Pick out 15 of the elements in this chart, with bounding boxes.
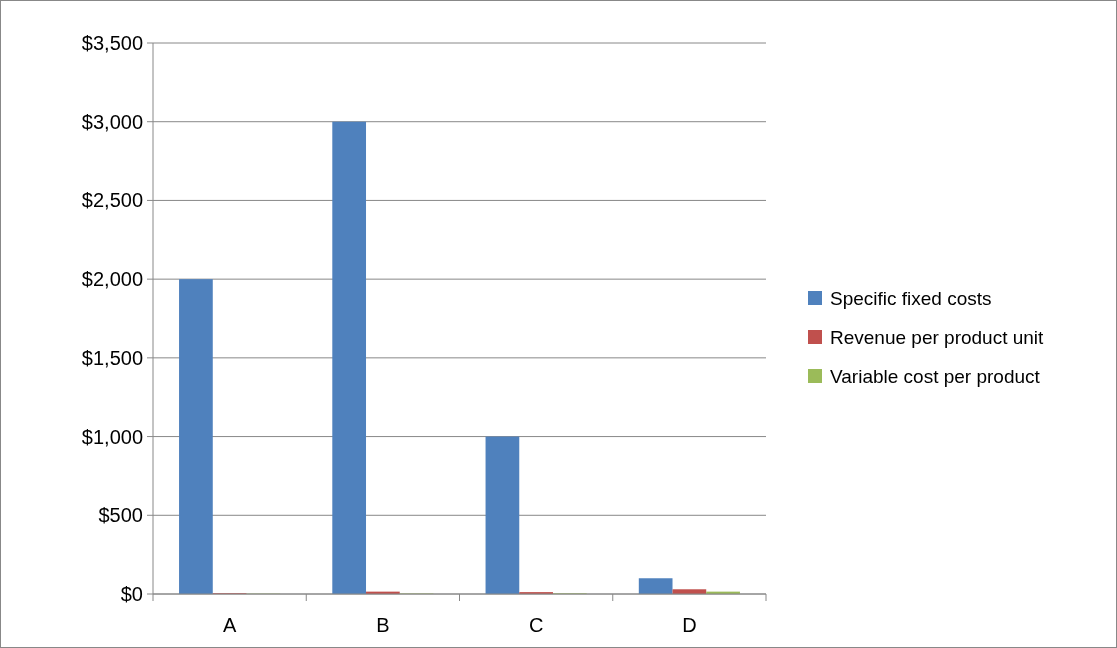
x-tick-label: B <box>376 614 390 636</box>
y-tick-label: $0 <box>120 583 143 605</box>
y-tick-label: $500 <box>98 504 143 527</box>
y-tick-label: $1,000 <box>81 425 143 448</box>
x-tick-label: D <box>682 614 697 636</box>
legend-label: Specific fixed costs <box>830 287 992 309</box>
y-tick-label: $3,000 <box>81 110 143 133</box>
x-tick-label: A <box>222 614 237 636</box>
legend-label: Variable cost per product <box>830 365 1041 387</box>
y-tick-label: $1,500 <box>81 346 143 369</box>
legend-label: Revenue per product unit <box>830 326 1045 348</box>
y-tick-label: $2,500 <box>81 189 143 212</box>
y-tick-label: $2,000 <box>81 268 143 291</box>
x-tick-label: C <box>528 614 544 636</box>
y-tick-label: $3,500 <box>81 32 143 54</box>
